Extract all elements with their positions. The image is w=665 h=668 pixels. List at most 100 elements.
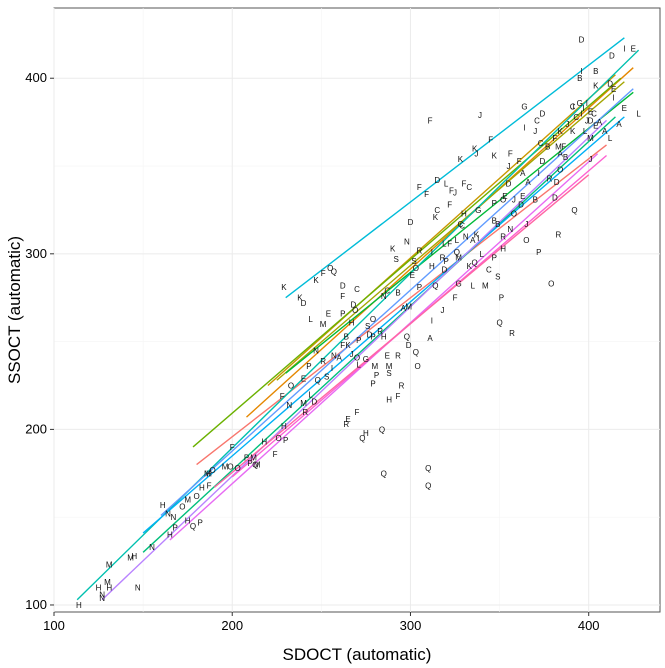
point-label: H [199, 483, 205, 492]
point-label: O [275, 434, 281, 443]
point-label: R [395, 352, 401, 361]
point-label: J [441, 306, 445, 315]
regression-line [101, 119, 608, 601]
point-label: J [453, 188, 457, 197]
point-label: H [131, 552, 137, 561]
x-tick-label: 200 [221, 618, 243, 633]
point-label: B [344, 332, 349, 341]
point-label: P [306, 362, 311, 371]
point-label: O [234, 464, 240, 473]
point-label: O [557, 166, 563, 175]
point-label: M [371, 362, 378, 371]
point-label: H [429, 262, 435, 271]
x-axis-label: SDOCT (automatic) [283, 645, 432, 664]
point-label: F [396, 392, 401, 401]
x-tick-label: 400 [578, 618, 600, 633]
point-label: N [507, 225, 513, 234]
point-label: P [370, 380, 375, 389]
point-label: H [461, 209, 467, 218]
regression-line [276, 81, 625, 381]
point-label: P [374, 371, 379, 380]
point-label: F [517, 157, 522, 166]
point-label: O [227, 462, 233, 471]
point-label: H [500, 245, 506, 254]
point-label: N [286, 401, 292, 410]
point-label: D [311, 397, 317, 406]
point-label: D [340, 281, 346, 290]
point-label: M [106, 561, 113, 570]
point-label: F [447, 201, 452, 210]
point-label: M [320, 320, 327, 329]
point-label: R [416, 246, 422, 255]
point-label: H [281, 422, 287, 431]
point-label: H [206, 469, 212, 478]
point-label: R [399, 382, 405, 391]
point-label: P [283, 436, 288, 445]
y-tick-label: 200 [25, 421, 47, 436]
point-label: H [386, 396, 392, 405]
y-tick-label: 300 [25, 246, 47, 261]
point-label: C [534, 116, 540, 125]
point-label: F [280, 392, 285, 401]
point-label: H [96, 583, 102, 592]
point-label: D [441, 266, 447, 275]
point-label: M [405, 302, 412, 311]
regression-line [285, 37, 625, 299]
point-label: I [623, 44, 625, 53]
point-label: F [230, 443, 235, 452]
point-label: Q [571, 206, 577, 215]
point-label: P [536, 248, 541, 257]
point-label: R [509, 329, 515, 338]
point-label: M [386, 362, 393, 371]
regression-line [285, 91, 634, 374]
point-label: O [193, 492, 199, 501]
point-label: D [554, 178, 560, 187]
point-label: M [104, 578, 111, 587]
point-label: G [475, 206, 481, 215]
point-label: E [410, 271, 415, 280]
point-label: I [431, 248, 433, 257]
point-label: F [273, 450, 278, 459]
point-label: O [511, 209, 517, 218]
point-label: D [607, 80, 613, 89]
point-label: N [99, 590, 105, 599]
plot-panel [53, 7, 661, 613]
point-label: N [135, 583, 141, 592]
point-label: Q [379, 425, 385, 434]
x-tick-label: 300 [400, 618, 422, 633]
point-label: O [354, 353, 360, 362]
regression-line [196, 144, 607, 466]
point-label: J [524, 220, 528, 229]
point-label: C [591, 109, 597, 118]
point-label: P [443, 257, 448, 266]
point-label: R [343, 420, 349, 429]
point-label: H [363, 429, 369, 438]
point-label: D [408, 218, 414, 227]
point-label: N [381, 292, 387, 301]
point-label: M [300, 399, 307, 408]
point-label: D [351, 301, 357, 310]
point-label: I [477, 234, 479, 243]
point-label: D [434, 176, 440, 185]
point-label: C [573, 113, 579, 122]
point-label: D [406, 341, 412, 350]
point-label: P [340, 310, 345, 319]
point-label: L [455, 236, 460, 245]
point-label: O [370, 315, 376, 324]
point-label: K [570, 127, 576, 136]
point-label: S [495, 273, 500, 282]
point-label: B [495, 220, 500, 229]
point-label: C [570, 102, 576, 111]
point-label: I [580, 67, 582, 76]
point-label: R [556, 231, 562, 240]
y-axis-ticks: 100 200 300 400 [25, 70, 54, 612]
point-label: E [385, 352, 390, 361]
point-label: L [357, 360, 362, 369]
point-label: M [127, 554, 134, 563]
point-label: M [254, 461, 261, 470]
point-label: A [597, 118, 603, 127]
point-label: J [533, 127, 537, 136]
point-label: B [563, 153, 568, 162]
